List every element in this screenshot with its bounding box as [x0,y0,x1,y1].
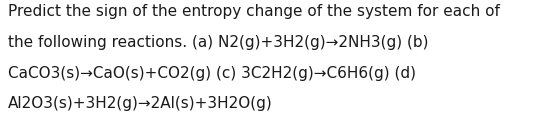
Text: CaCO3(s)→CaO(s)+CO2(g) (c) 3C2H2(g)→C6H6(g) (d): CaCO3(s)→CaO(s)+CO2(g) (c) 3C2H2(g)→C6H6… [8,66,416,81]
Text: the following reactions. (a) N2(g)+3H2(g)→2NH3(g) (b): the following reactions. (a) N2(g)+3H2(g… [8,35,429,50]
Text: Predict the sign of the entropy change of the system for each of: Predict the sign of the entropy change o… [8,4,500,19]
Text: Al2O3(s)+3H2(g)→2Al(s)+3H2O(g): Al2O3(s)+3H2(g)→2Al(s)+3H2O(g) [8,96,273,111]
